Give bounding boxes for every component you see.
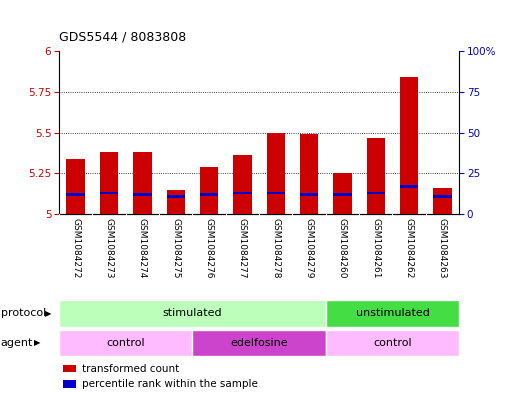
Text: agent: agent [1,338,33,348]
Text: GSM1084274: GSM1084274 [138,219,147,279]
Text: GSM1084276: GSM1084276 [205,219,213,279]
Bar [367,138,385,214]
Text: GSM1084275: GSM1084275 [171,219,180,279]
Bar [367,191,385,195]
Bar [433,195,451,198]
Bar [100,191,118,195]
Bar [326,300,459,327]
Text: GSM1084278: GSM1084278 [271,219,280,279]
Bar [400,185,418,188]
Text: GSM1084272: GSM1084272 [71,219,80,279]
Bar [167,195,185,198]
Bar [233,156,251,214]
Text: control: control [373,338,412,348]
Bar [63,380,76,388]
Bar [333,173,351,214]
Bar [400,77,418,214]
Bar [100,152,118,214]
Bar [300,193,318,196]
Text: GSM1084261: GSM1084261 [371,219,380,279]
Text: percentile rank within the sample: percentile rank within the sample [82,379,258,389]
Text: ▶: ▶ [45,309,52,318]
Bar [267,191,285,195]
Text: protocol: protocol [1,309,46,318]
Bar [59,300,326,327]
Bar [333,193,351,196]
Text: unstimulated: unstimulated [356,309,429,318]
Text: GSM1084277: GSM1084277 [238,219,247,279]
Text: GSM1084279: GSM1084279 [305,219,313,279]
Text: transformed count: transformed count [82,364,180,374]
Bar [63,365,76,373]
Bar [326,330,459,356]
Bar [267,132,285,214]
Bar [67,159,85,214]
Bar [133,193,151,196]
Text: GSM1084260: GSM1084260 [338,219,347,279]
Bar [200,193,218,196]
Text: ▶: ▶ [34,338,41,347]
Bar [192,330,326,356]
Text: GDS5544 / 8083808: GDS5544 / 8083808 [59,30,186,43]
Bar [167,190,185,214]
Text: control: control [106,338,145,348]
Text: stimulated: stimulated [163,309,222,318]
Text: GSM1084273: GSM1084273 [105,219,113,279]
Bar [433,188,451,214]
Text: GSM1084263: GSM1084263 [438,219,447,279]
Bar [300,134,318,214]
Bar [59,330,192,356]
Bar [200,167,218,214]
Text: GSM1084262: GSM1084262 [405,219,413,279]
Bar [67,193,85,196]
Bar [133,152,151,214]
Text: edelfosine: edelfosine [230,338,288,348]
Bar [233,191,251,195]
